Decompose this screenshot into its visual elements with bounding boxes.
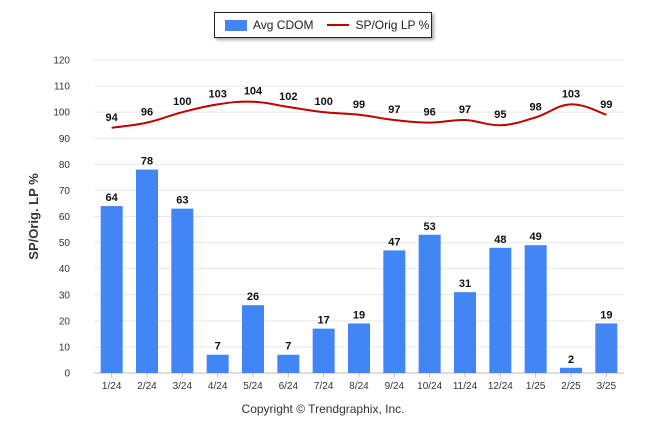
bar-value-label: 53 xyxy=(424,221,436,233)
y-tick-label: 0 xyxy=(64,369,70,380)
bar xyxy=(348,323,370,373)
line-value-label: 100 xyxy=(314,96,332,108)
y-tick-label: 50 xyxy=(59,238,71,249)
bar xyxy=(313,329,335,373)
line-value-label: 95 xyxy=(494,109,506,121)
x-tick-label: 8/24 xyxy=(349,381,369,392)
legend-bar-swatch xyxy=(225,20,247,31)
bar-value-label: 7 xyxy=(215,341,221,353)
y-tick-label: 20 xyxy=(59,316,71,327)
bar xyxy=(595,323,617,373)
bar-value-label: 47 xyxy=(388,236,400,248)
bar xyxy=(560,368,582,373)
line-value-label: 97 xyxy=(459,104,471,116)
x-tick-label: 2/25 xyxy=(561,381,581,392)
line-value-label: 96 xyxy=(424,107,436,119)
y-tick-label: 10 xyxy=(59,342,71,353)
x-tick-label: 5/24 xyxy=(243,381,263,392)
x-tick-label: 1/24 xyxy=(102,381,122,392)
line-value-label: 100 xyxy=(173,96,191,108)
line-value-label: 103 xyxy=(208,88,226,100)
bar xyxy=(207,355,229,373)
x-tick-label: 7/24 xyxy=(314,381,334,392)
bar-value-label: 78 xyxy=(141,156,153,168)
y-tick-label: 80 xyxy=(59,160,71,171)
x-tick-label: 2/24 xyxy=(137,381,157,392)
x-tick-label: 11/24 xyxy=(453,381,478,392)
bar xyxy=(277,355,299,373)
bar-value-label: 49 xyxy=(530,231,542,243)
bar-value-label: 31 xyxy=(459,278,471,290)
bar xyxy=(383,250,405,373)
legend-line-swatch xyxy=(327,24,349,26)
chart: 0 10 20 30 40 50 60 70 80 90 100 110 120 SP/Orig. LP … xyxy=(0,0,646,434)
bar xyxy=(242,305,264,373)
bar-value-label: 19 xyxy=(353,309,365,321)
x-tick-label: 9/24 xyxy=(385,381,405,392)
bar xyxy=(136,170,158,373)
bar xyxy=(419,235,441,373)
x-tick-label: 6/24 xyxy=(279,381,299,392)
legend-line-label: SP/Orig LP % xyxy=(355,18,429,32)
y-tick-label: 90 xyxy=(59,134,71,145)
bar xyxy=(489,248,511,373)
x-tick-label: 3/25 xyxy=(597,381,617,392)
x-tick-label: 1/25 xyxy=(526,381,546,392)
y-tick-label: 120 xyxy=(53,56,70,67)
y-tick-label: 30 xyxy=(59,290,71,301)
line-value-label: 104 xyxy=(244,86,263,98)
y-tick-label: 70 xyxy=(59,186,71,197)
y-tick-label: 100 xyxy=(53,108,70,119)
line-value-label: 103 xyxy=(562,88,580,100)
y-tick-label: 60 xyxy=(59,212,71,223)
line-value-label: 99 xyxy=(353,99,365,111)
line-value-label: 98 xyxy=(530,101,542,113)
line-value-label: 102 xyxy=(279,91,297,103)
bar-value-label: 7 xyxy=(285,341,291,353)
bar-value-label: 48 xyxy=(494,234,506,246)
legend: Avg CDOM SP/Orig LP % xyxy=(214,12,432,38)
chart-plot: 0 10 20 30 40 50 60 70 80 90 100 110 120 SP/Orig. LP … xyxy=(0,0,646,434)
x-tick-label: 4/24 xyxy=(208,381,228,392)
y-tick-label: 110 xyxy=(54,82,70,93)
bar xyxy=(454,292,476,373)
x-tick-label: 3/24 xyxy=(173,381,193,392)
y-tick-label: 40 xyxy=(59,264,71,275)
bar xyxy=(525,245,547,373)
bar-value-label: 26 xyxy=(247,291,259,303)
line-value-label: 99 xyxy=(600,99,612,111)
bar-value-label: 19 xyxy=(600,309,612,321)
legend-bar-label: Avg CDOM xyxy=(253,18,313,32)
copyright-footer: Copyright © Trendgraphix, Inc. xyxy=(0,402,646,416)
bar xyxy=(171,209,193,373)
bar-value-label: 64 xyxy=(106,192,119,204)
x-tick-label: 10/24 xyxy=(417,381,442,392)
bar-value-label: 17 xyxy=(318,315,330,327)
line-value-label: 97 xyxy=(388,104,400,116)
line-value-label: 96 xyxy=(141,107,153,119)
bar xyxy=(101,206,123,373)
bar-value-label: 2 xyxy=(568,354,574,366)
y-axis-title: SP/Orig. LP % xyxy=(26,173,41,260)
bar-value-label: 63 xyxy=(176,195,188,207)
line-value-label: 94 xyxy=(106,112,119,124)
x-tick-label: 12/24 xyxy=(488,381,513,392)
